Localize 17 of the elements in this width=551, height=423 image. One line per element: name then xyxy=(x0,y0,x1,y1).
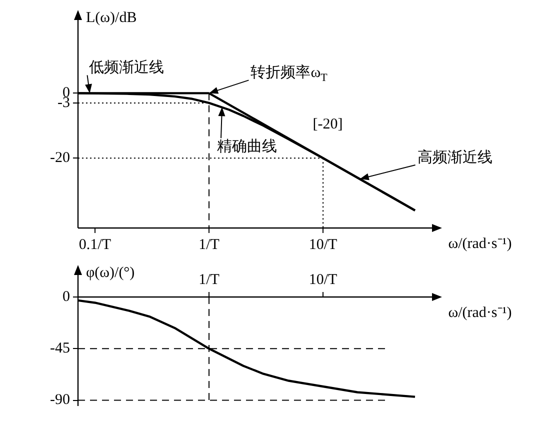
x-tick-label: 0.1/T xyxy=(78,236,112,253)
y-axis-title: L(ω)/dB xyxy=(86,10,137,26)
y-tick-label: -90 xyxy=(50,392,70,408)
x-tick-label: 1/T xyxy=(198,272,220,288)
x-tick-label: 10/T xyxy=(308,236,338,253)
annotation: 精确曲线 xyxy=(217,138,278,156)
y-tick-label: 0 xyxy=(62,288,70,305)
y-tick-label: -20 xyxy=(50,150,70,166)
x-tick-label: 10/T xyxy=(308,272,338,288)
y-axis-title: φ(ω)/(°) xyxy=(86,264,135,281)
y-tick-label: -45 xyxy=(50,340,70,357)
x-axis-title: ω/(rad·s⁻¹) xyxy=(448,304,512,321)
x-axis-title: ω/(rad·s⁻¹) xyxy=(448,236,512,252)
annotation: 高频渐近线 xyxy=(417,148,492,166)
annotation: 低频渐近线 xyxy=(89,59,164,76)
annotation: [-20] xyxy=(312,116,343,132)
x-tick-label: 1/T xyxy=(198,236,220,253)
